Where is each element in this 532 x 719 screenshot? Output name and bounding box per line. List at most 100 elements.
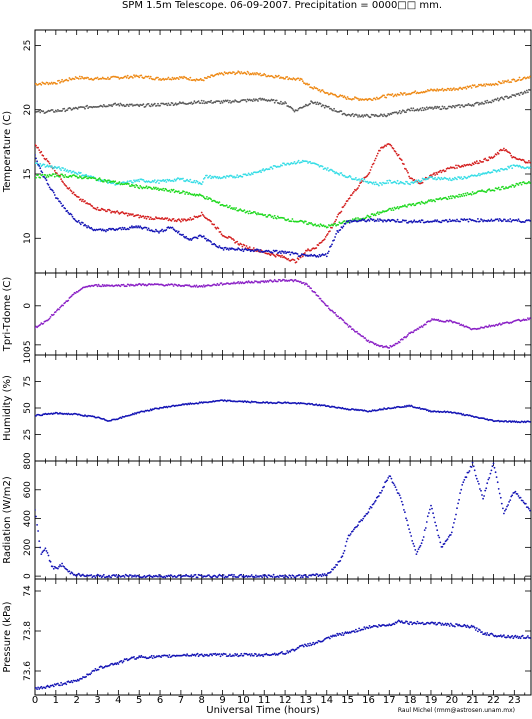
data-point [74,292,77,294]
data-point [355,177,357,179]
data-point [434,176,436,179]
data-point [133,413,135,416]
data-point [133,184,135,187]
data-point [358,178,360,181]
data-point [37,530,39,532]
data-point [58,166,60,168]
data-point [114,102,117,105]
data-point [495,170,498,173]
data-point [166,654,169,657]
data-point [171,102,174,105]
data-point [164,576,167,579]
data-point [386,114,389,117]
data-point [77,196,80,199]
data-point [153,78,156,81]
y-tick-label: 25 [23,40,33,51]
data-point [233,574,235,576]
data-point [306,283,308,286]
data-point [423,107,426,110]
data-point [109,664,111,666]
data-point [69,169,72,172]
data-point [70,175,73,178]
data-point [478,103,480,106]
data-point [89,203,92,206]
data-point [374,214,377,217]
data-point [135,225,138,228]
data-point [254,576,256,579]
data-point [388,347,391,349]
data-point [305,220,307,223]
data-point [324,253,327,255]
data-point [78,75,81,78]
data-point [282,250,284,253]
data-point [281,164,283,167]
data-point [52,191,55,194]
data-point [170,574,173,577]
data-point [350,194,353,196]
data-point [161,189,164,191]
series-humidity-0 [35,399,531,424]
data-point [321,89,324,91]
data-point [117,211,120,214]
data-point [40,170,43,173]
data-point [210,241,213,243]
data-point [134,75,136,78]
data-point [358,99,360,102]
data-point [261,169,264,172]
data-point [487,159,490,162]
data-point [407,333,409,336]
data-point [413,91,416,94]
data-point [82,198,84,201]
data-point [44,177,47,180]
data-point [461,484,464,486]
data-point [116,210,119,213]
data-point [403,163,405,166]
data-point [356,114,358,116]
y-tick-label: 73.8 [23,621,33,641]
data-point [319,223,322,226]
data-point [421,219,424,222]
data-point [47,83,50,86]
data-point [390,145,393,147]
data-point [442,178,445,180]
data-point [385,145,388,147]
data-point [233,71,235,74]
data-point [307,248,309,251]
data-point [148,409,151,412]
data-point [493,84,496,86]
data-point [292,280,295,283]
data-point [101,76,104,79]
data-point [528,160,530,162]
data-point [245,245,248,247]
data-point [431,106,433,109]
data-point [470,466,473,468]
data-point [61,562,63,565]
data-point [170,78,173,81]
data-point [128,284,131,287]
data-point [437,318,440,321]
data-point [59,81,61,84]
data-point [218,201,221,204]
data-point [457,88,459,91]
data-point [355,189,357,192]
data-point [366,180,369,183]
data-point [405,219,407,222]
data-point [210,99,213,102]
data-point [131,576,133,578]
data-point [168,654,171,656]
data-point [189,575,192,578]
data-point [107,105,109,108]
data-point [283,252,285,254]
data-point [332,310,334,313]
data-point [125,76,128,79]
data-point [126,103,129,106]
data-point [497,220,500,222]
data-point [259,72,261,75]
data-point [215,284,218,287]
data-point [76,108,79,110]
data-point [210,177,213,180]
data-point [86,226,88,229]
data-point [466,218,469,221]
data-point [166,178,169,181]
